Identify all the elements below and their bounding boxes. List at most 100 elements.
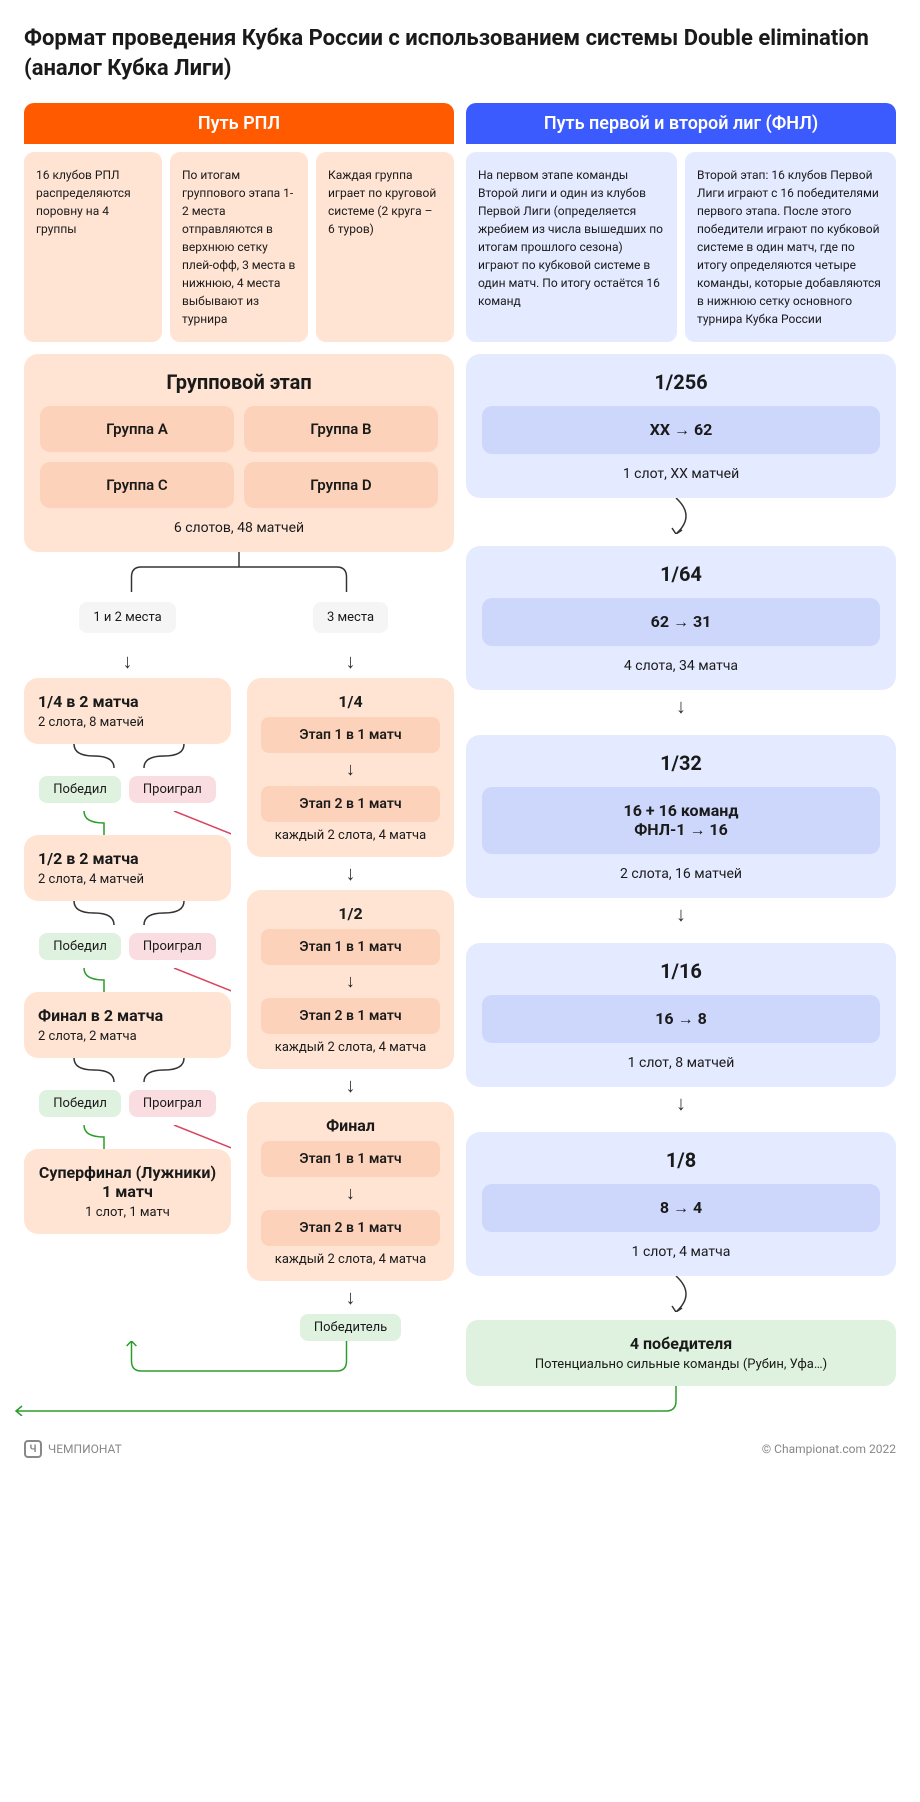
lower-sf-e1: Этап 1 в 1 матч	[261, 929, 440, 965]
round-16-sub: 1 слот, 8 матчей	[482, 1055, 880, 1071]
lower-sf-sub: каждый 2 слота, 4 матча	[261, 1040, 440, 1055]
page-title: Формат проведения Кубка России с использ…	[24, 24, 896, 83]
lose-tag: Проиграл	[129, 1090, 216, 1117]
arrow-icon: ↓	[24, 649, 231, 674]
split-labels: 1 и 2 места 3 места	[24, 602, 454, 633]
round-32-n1: 16 + 16 команд	[496, 801, 866, 820]
round-8-num: 8 → 4	[482, 1184, 880, 1232]
superfinal-sub: 1 слот, 1 матч	[38, 1205, 217, 1220]
round-32-n2: ФНЛ-1 → 16	[496, 820, 866, 840]
right-desc-0: На первом этапе команды Второй лиги и од…	[466, 152, 677, 342]
upper-qf-title: 1/4 в 2 матча	[38, 692, 217, 711]
group-c: Группа C	[40, 462, 234, 508]
lose-tag: Проиграл	[129, 933, 216, 960]
upper-sf-title: 1/2 в 2 матча	[38, 849, 217, 868]
group-d: Группа D	[244, 462, 438, 508]
round-32-num: 16 + 16 команд ФНЛ-1 → 16	[482, 787, 880, 854]
round-8-title: 1/8	[482, 1148, 880, 1172]
arrow-icon: ↓	[261, 759, 440, 780]
arrow-icon: ↓	[466, 1091, 896, 1116]
lose-tag: Проиграл	[129, 776, 216, 803]
groups-grid: Группа A Группа B Группа C Группа D	[40, 406, 438, 508]
lower-qf-title: 1/4	[261, 692, 440, 711]
upper-final-sub: 2 слота, 2 матча	[38, 1029, 217, 1044]
left-desc-1: По итогам группового этапа 1-2 места отп…	[170, 152, 308, 342]
left-column: Путь РПЛ 16 клубов РПЛ распределяются по…	[24, 103, 454, 1416]
lower-sf-e2: Этап 2 в 1 матч	[261, 998, 440, 1034]
left-desc-0: 16 клубов РПЛ распределяются поровну на …	[24, 152, 162, 342]
upper-final-title: Финал в 2 матча	[38, 1006, 217, 1025]
brand-text: ЧЕМПИОНАТ	[48, 1442, 122, 1456]
right-to-left-connector	[466, 1386, 896, 1416]
round-256: 1/256 XX → 62 1 слот, XX матчей	[466, 354, 896, 498]
round-256-num: XX → 62	[482, 406, 880, 454]
round-16-num: 16 → 8	[482, 995, 880, 1043]
footer-copy: © Championat.com 2022	[762, 1442, 896, 1456]
lower-sf-title: 1/2	[261, 904, 440, 923]
arrow-icon: ↓	[261, 1183, 440, 1204]
round-32: 1/32 16 + 16 команд ФНЛ-1 → 16 2 слота, …	[466, 735, 896, 898]
upper-sf-sub: 2 слота, 4 матчей	[38, 872, 217, 887]
columns: Путь РПЛ 16 клубов РПЛ распределяются по…	[24, 103, 896, 1416]
round-32-title: 1/32	[482, 751, 880, 775]
left-desc-2: Каждая группа играет по круговой системе…	[316, 152, 454, 342]
arrow-icon: ↓	[247, 1073, 454, 1098]
round-8: 1/8 8 → 4 1 слот, 4 матча	[466, 1132, 896, 1276]
lower-final-e1: Этап 1 в 1 матч	[261, 1141, 440, 1177]
footer: Ч ЧЕМПИОНАТ © Championat.com 2022	[24, 1440, 896, 1458]
round-16-title: 1/16	[482, 959, 880, 983]
arrow-icon: ↓	[247, 649, 454, 674]
winners-box: 4 победителя Потенциально сильные команд…	[466, 1320, 896, 1386]
wl-row-2: Победил Проиграл	[24, 933, 231, 960]
upper-qf-sub: 2 слота, 8 матчей	[38, 715, 217, 730]
win-tag: Победил	[39, 776, 121, 803]
upper-bracket: ↓ 1/4 в 2 матча 2 слота, 8 матчей Победи…	[24, 645, 231, 1234]
round-32-sub: 2 слота, 16 матчей	[482, 866, 880, 882]
group-slots: 6 слотов, 48 матчей	[40, 520, 438, 536]
right-desc-row: На первом этапе команды Второй лиги и од…	[466, 152, 896, 342]
arrow-icon: ↓	[466, 694, 896, 719]
lower-bracket: ↓ 1/4 Этап 1 в 1 матч ↓ Этап 2 в 1 матч …	[247, 645, 454, 1341]
round-256-sub: 1 слот, XX матчей	[482, 466, 880, 482]
footer-brand: Ч ЧЕМПИОНАТ	[24, 1440, 122, 1458]
lower-final-e2: Этап 2 в 1 матч	[261, 1210, 440, 1246]
brackets: ↓ 1/4 в 2 матча 2 слота, 8 матчей Победи…	[24, 645, 454, 1341]
left-header: Путь РПЛ	[24, 103, 454, 144]
upper-final: Финал в 2 матча 2 слота, 2 матча	[24, 992, 231, 1058]
lower-qf-e1: Этап 1 в 1 матч	[261, 717, 440, 753]
logo-icon: Ч	[24, 1440, 42, 1458]
left-desc-row: 16 клубов РПЛ распределяются поровну на …	[24, 152, 454, 342]
right-header: Путь первой и второй лиг (ФНЛ)	[466, 103, 896, 144]
superfinal: Суперфинал (Лужники) 1 матч 1 слот, 1 ма…	[24, 1149, 231, 1234]
group-b: Группа B	[244, 406, 438, 452]
wl-row-3: Победил Проиграл	[24, 1090, 231, 1117]
win-tag: Победил	[39, 1090, 121, 1117]
lower-final-sub: каждый 2 слота, 4 матча	[261, 1252, 440, 1267]
lower-qf-sub: каждый 2 слота, 4 матча	[261, 828, 440, 843]
group-stage-title: Групповой этап	[40, 370, 438, 394]
round-64-sub: 4 слота, 34 матча	[482, 658, 880, 674]
lower-sf: 1/2 Этап 1 в 1 матч ↓ Этап 2 в 1 матч ка…	[247, 890, 454, 1069]
round-8-sub: 1 слот, 4 матча	[482, 1244, 880, 1260]
lower-qf-e2: Этап 2 в 1 матч	[261, 786, 440, 822]
lower-final: Финал Этап 1 в 1 матч ↓ Этап 2 в 1 матч …	[247, 1102, 454, 1281]
lower-final-title: Финал	[261, 1116, 440, 1135]
split-3: 3 места	[313, 602, 388, 633]
arrow-icon: ↓	[261, 971, 440, 992]
arrow-icon: ↓	[247, 1285, 454, 1310]
wl-row-1: Победил Проиграл	[24, 776, 231, 803]
round-256-title: 1/256	[482, 370, 880, 394]
lower-winner: Победитель	[300, 1314, 401, 1341]
round-64-title: 1/64	[482, 562, 880, 586]
superfinal-title: Суперфинал (Лужники) 1 матч	[38, 1163, 217, 1201]
upper-sf: 1/2 в 2 матча 2 слота, 4 матчей	[24, 835, 231, 901]
split-connector	[24, 552, 454, 602]
win-tag: Победил	[39, 933, 121, 960]
right-desc-1: Второй этап: 16 клубов Первой Лиги играю…	[685, 152, 896, 342]
upper-qf: 1/4 в 2 матча 2 слота, 8 матчей	[24, 678, 231, 744]
lower-qf: 1/4 Этап 1 в 1 матч ↓ Этап 2 в 1 матч ка…	[247, 678, 454, 857]
winners-sub: Потенциально сильные команды (Рубин, Уфа…	[480, 1357, 882, 1372]
group-stage-block: Групповой этап Группа A Группа B Группа …	[24, 354, 454, 552]
split-12: 1 и 2 места	[79, 602, 175, 633]
group-a: Группа A	[40, 406, 234, 452]
